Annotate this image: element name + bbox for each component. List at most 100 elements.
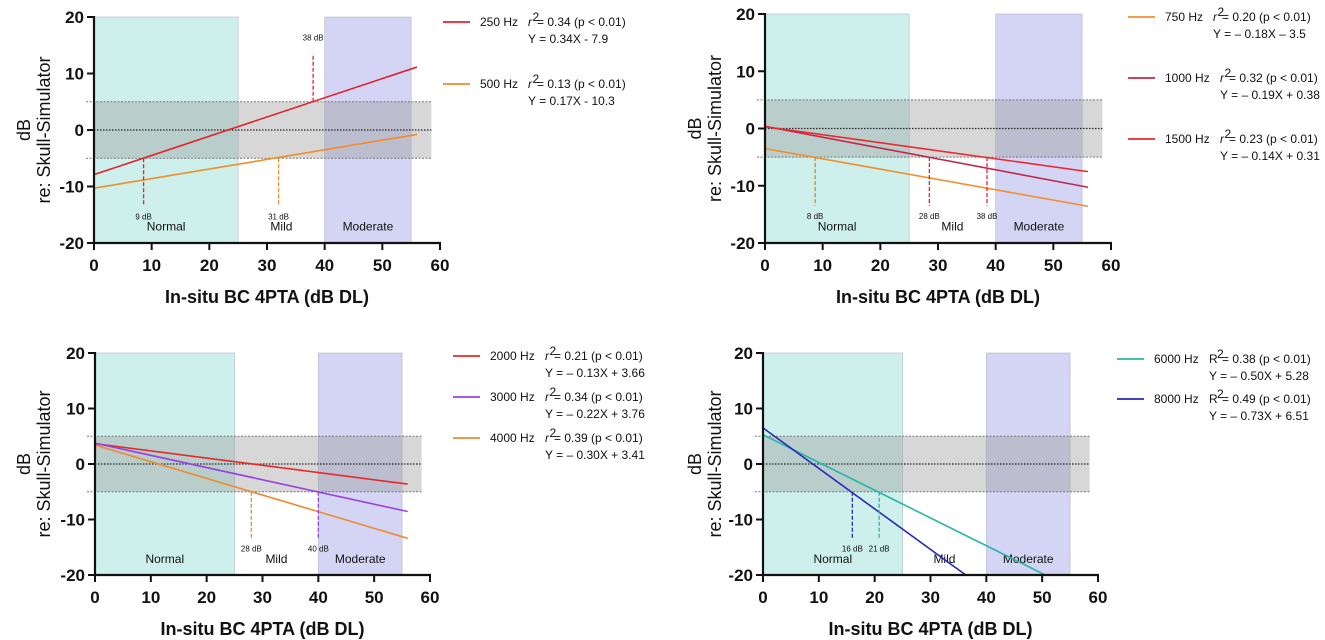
legend-stat: = 0.23 (p < 0.01) [1229, 132, 1318, 146]
region-label: Mild [941, 219, 963, 233]
legend-item: 2000 Hz r 2 = 0.21 (p < 0.01) Y = – 0.13X +… [453, 344, 645, 380]
series-line-6000hz [763, 433, 1048, 575]
legend-item: 750 Hz r 2 = 0.20 (p < 0.01) Y = – 0.18X – … [1128, 5, 1311, 41]
series-line-750hz [765, 147, 1089, 208]
legend-stat: = 0.20 (p < 0.01) [1222, 10, 1311, 24]
legend-series-name: 500 Hz [480, 77, 518, 91]
region-label: Moderate [1003, 552, 1054, 566]
series-line-500hz [94, 133, 418, 189]
series-line-3000hz [95, 442, 408, 513]
region-label: Moderate [343, 220, 394, 234]
x-axis-title: In-situ BC 4PTA (dB DL) [161, 619, 365, 639]
y-tick-label: 20 [736, 5, 755, 24]
superscript-2: 2 [1225, 127, 1232, 141]
legend-stat: = 0.13 (p < 0.01) [537, 77, 626, 91]
y-axis-title: dB [685, 117, 705, 139]
superscript-2: 2 [1225, 66, 1232, 80]
legend-series-name: 4000 Hz [490, 431, 535, 445]
x-tick-label: 0 [90, 588, 99, 607]
superscript-2: 2 [533, 72, 540, 86]
legend-equation: Y = 0.17X - 10.3 [528, 94, 615, 108]
threshold-label: 38 dB [303, 34, 324, 43]
region-label: Normal [145, 552, 184, 566]
x-tick-label: 60 [1102, 256, 1121, 275]
legend-equation: Y = – 0.50X + 5.28 [1209, 369, 1309, 383]
y-axis-title: re: Skull-Simulator [705, 55, 725, 202]
y-tick-label: 10 [734, 400, 753, 419]
x-tick-label: 60 [431, 256, 450, 275]
legend-item: 4000 Hz r 2 = 0.39 (p < 0.01) Y = – 0.30X +… [453, 426, 645, 462]
x-tick-label: 40 [977, 588, 996, 607]
x-tick-label: 40 [315, 256, 334, 275]
y-tick-label: 0 [75, 121, 84, 140]
legend-stat-symbol: r [1213, 10, 1218, 24]
legend-stat: = 0.21 (p < 0.01) [554, 349, 643, 363]
region-label: Moderate [1014, 219, 1065, 233]
y-axis-title: dB [14, 453, 34, 475]
x-tick-label: 10 [809, 588, 828, 607]
x-tick-label: 10 [142, 256, 161, 275]
legend-stat-symbol: r [528, 15, 533, 29]
x-tick-label: 20 [865, 588, 884, 607]
superscript-2: 2 [1217, 347, 1224, 361]
legend-equation: Y = – 0.22X + 3.76 [545, 407, 645, 421]
y-tick-label: -10 [60, 511, 85, 530]
series-line-2000hz [95, 442, 408, 485]
threshold-label: 9 dB [135, 212, 151, 221]
superscript-2: 2 [1218, 5, 1225, 19]
threshold-label: 40 dB [308, 545, 329, 554]
y-tick-label: 10 [65, 65, 84, 84]
chart-panel-3: Normal Mild Moderate 28 dB 40 dB 20 10 0 -10 -20 0… [14, 344, 645, 639]
x-tick-label: 10 [813, 256, 832, 275]
legend-stat-symbol: r [545, 431, 550, 445]
legend-series-name: 250 Hz [480, 15, 518, 29]
superscript-2: 2 [550, 385, 557, 399]
legend-stat-symbol: R [1209, 392, 1218, 406]
legend-equation: Y = – 0.73X + 6.51 [1209, 409, 1309, 423]
region-label: Normal [818, 219, 857, 233]
legend-item: 1000 Hz r 2 = 0.32 (p < 0.01) Y = – 0.19X +… [1128, 66, 1320, 102]
superscript-2: 2 [533, 10, 540, 24]
legend-equation: Y = – 0.13X + 3.66 [545, 366, 645, 380]
legend-series-name: 1500 Hz [1165, 132, 1210, 146]
y-tick-label: -20 [728, 566, 753, 585]
x-tick-label: 60 [421, 588, 440, 607]
region-label: Moderate [335, 552, 386, 566]
legend-item: 6000 Hz R 2 = 0.38 (p < 0.01) Y = – 0.50X +… [1117, 347, 1311, 383]
x-tick-label: 30 [929, 256, 948, 275]
y-axis-title: dB [14, 119, 34, 141]
legend-stat-symbol: r [545, 390, 550, 404]
threshold-label: 8 dB [807, 212, 823, 221]
legend-series-name: 8000 Hz [1154, 392, 1199, 406]
y-tick-label: 0 [744, 455, 753, 474]
series-line-8000hz [763, 427, 968, 575]
x-tick-label: 10 [141, 588, 160, 607]
x-tick-label: 20 [200, 256, 219, 275]
x-tick-label: 0 [760, 256, 769, 275]
legend-stat-symbol: R [1209, 352, 1218, 366]
y-tick-label: 0 [746, 120, 755, 139]
threshold-label: 16 dB [842, 545, 863, 554]
threshold-label: 28 dB [241, 545, 262, 554]
y-tick-label: -20 [60, 566, 85, 585]
x-tick-label: 50 [373, 256, 392, 275]
legend-stat: = 0.34 (p < 0.01) [537, 15, 626, 29]
y-axis-title: re: Skull-Simulator [705, 390, 725, 537]
y-tick-label: 10 [66, 400, 85, 419]
threshold-label: 38 dB [977, 212, 998, 221]
legend-stat: = 0.39 (p < 0.01) [554, 431, 643, 445]
x-tick-label: 40 [986, 256, 1005, 275]
y-tick-label: -20 [730, 234, 755, 253]
threshold-label: 28 dB [919, 212, 940, 221]
x-axis-title: In-situ BC 4PTA (dB DL) [165, 287, 369, 307]
x-tick-label: 30 [258, 256, 277, 275]
y-tick-label: -10 [59, 178, 84, 197]
threshold-label: 21 dB [869, 545, 890, 554]
x-tick-label: 30 [921, 588, 940, 607]
x-tick-label: 20 [197, 588, 216, 607]
y-tick-label: -20 [59, 234, 84, 253]
